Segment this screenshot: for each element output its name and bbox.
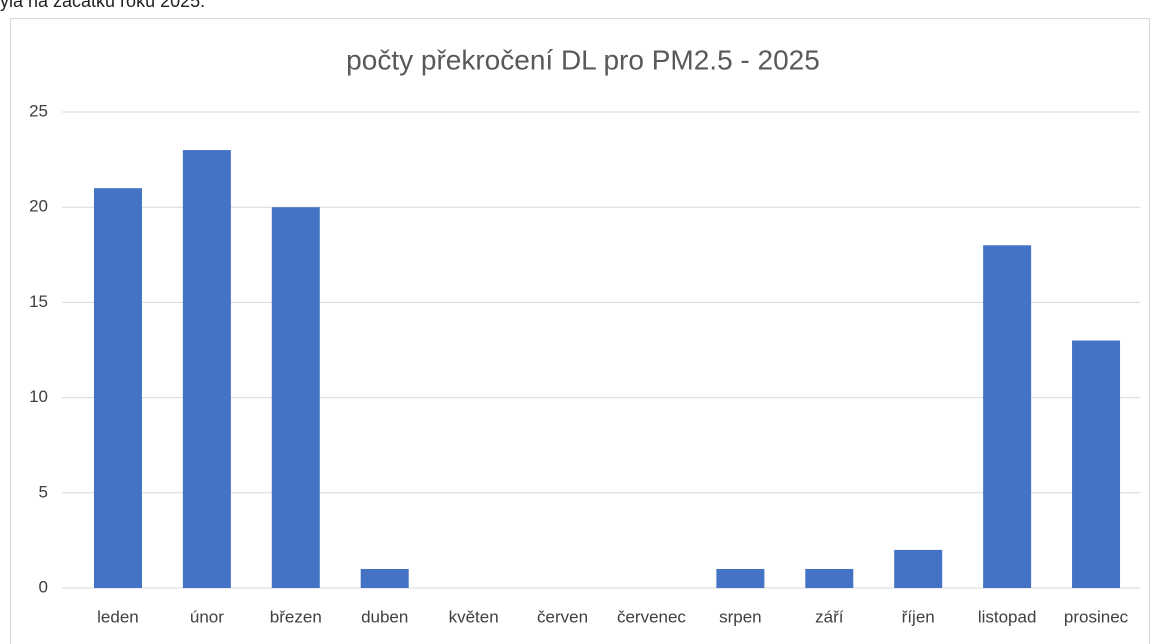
page-text: yla na začátku roku 2025.	[0, 0, 205, 11]
x-tick-label: květen	[449, 607, 499, 626]
x-tick-label: červen	[537, 607, 588, 626]
bar	[716, 568, 765, 588]
x-tick-label: duben	[361, 607, 408, 626]
bar	[983, 245, 1032, 588]
chart-title: počty překročení DL pro PM2.5 - 2025	[346, 44, 820, 75]
bar	[93, 188, 142, 588]
x-tick-label: březen	[270, 607, 322, 626]
y-tick-label: 25	[29, 101, 48, 120]
y-tick-label: 5	[39, 482, 48, 501]
x-tick-label: červenec	[617, 607, 686, 626]
bar	[360, 568, 409, 588]
x-tick-label: říjen	[902, 607, 935, 626]
x-tick-label: listopad	[978, 607, 1037, 626]
y-tick-label: 0	[39, 577, 48, 596]
x-tick-label: září	[815, 607, 844, 626]
bar	[1072, 340, 1121, 588]
bar	[182, 150, 231, 588]
y-tick-label: 15	[29, 292, 48, 311]
x-tick-label: prosinec	[1064, 607, 1129, 626]
x-tick-label: únor	[190, 607, 224, 626]
x-tick-label: srpen	[719, 607, 762, 626]
bar	[271, 207, 320, 588]
bar	[805, 568, 854, 588]
y-tick-label: 10	[29, 387, 48, 406]
y-tick-label: 20	[29, 197, 48, 216]
bar	[894, 549, 943, 588]
x-tick-label: leden	[97, 607, 139, 626]
